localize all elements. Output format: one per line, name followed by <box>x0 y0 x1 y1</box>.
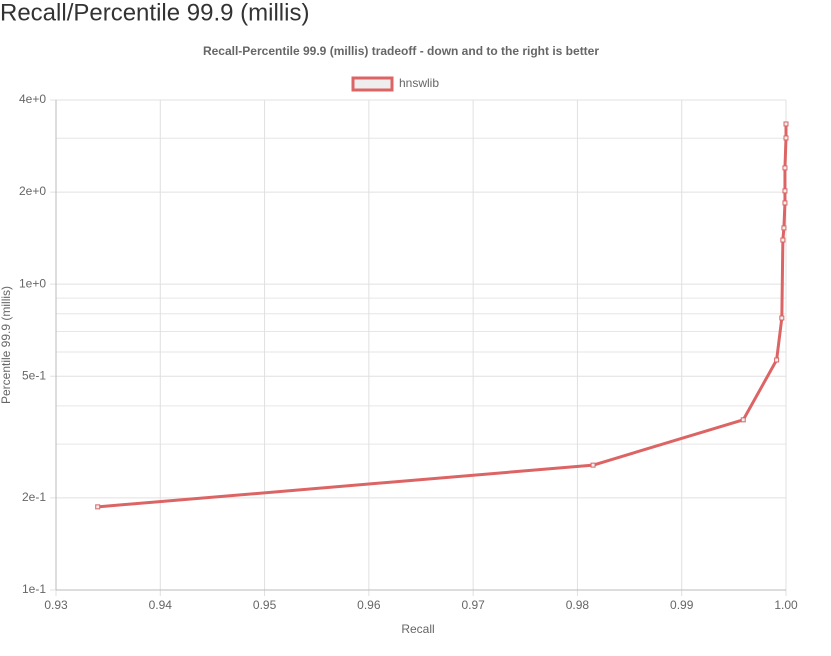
point <box>774 357 780 363</box>
point <box>782 200 788 206</box>
line <box>97 123 788 509</box>
y-tick-label: 1e+0 <box>19 276 46 290</box>
y-tick-label: 2e+0 <box>19 184 46 198</box>
point <box>95 504 101 510</box>
y-tick-label: 2e-1 <box>22 490 46 504</box>
x-tick-label: 0.95 <box>253 598 277 612</box>
legend-swatch <box>351 76 394 92</box>
point <box>781 225 787 231</box>
x-tick-label: 0.96 <box>357 598 381 612</box>
x-tick-label: 0.97 <box>461 598 485 612</box>
y-tick-label: 1e-1 <box>22 582 46 596</box>
point <box>783 135 789 141</box>
x-tick-label: 1.00 <box>774 598 798 612</box>
point <box>779 315 785 321</box>
x-tick-label: 0.93 <box>44 598 68 612</box>
x-tick-label: 0.94 <box>149 598 173 612</box>
legend-label: hnswlib <box>399 76 439 90</box>
point <box>740 417 746 423</box>
y-tick-label: 4e+0 <box>19 92 46 106</box>
point <box>783 121 789 127</box>
x-tick-label: 0.99 <box>670 598 694 612</box>
x-axis-label: Recall <box>401 622 434 636</box>
y-axis-label: Percentile 99.9 (millis) <box>0 286 13 404</box>
x-tick-label: 0.98 <box>566 598 590 612</box>
point <box>590 462 596 468</box>
point <box>782 188 788 194</box>
page-heading: Recall/Percentile 99.9 (millis) <box>0 0 309 26</box>
point <box>782 165 788 171</box>
y-tick-label: 5e-1 <box>22 368 46 382</box>
point <box>780 237 786 243</box>
chart-title: Recall-Percentile 99.9 (millis) tradeoff… <box>203 44 599 58</box>
